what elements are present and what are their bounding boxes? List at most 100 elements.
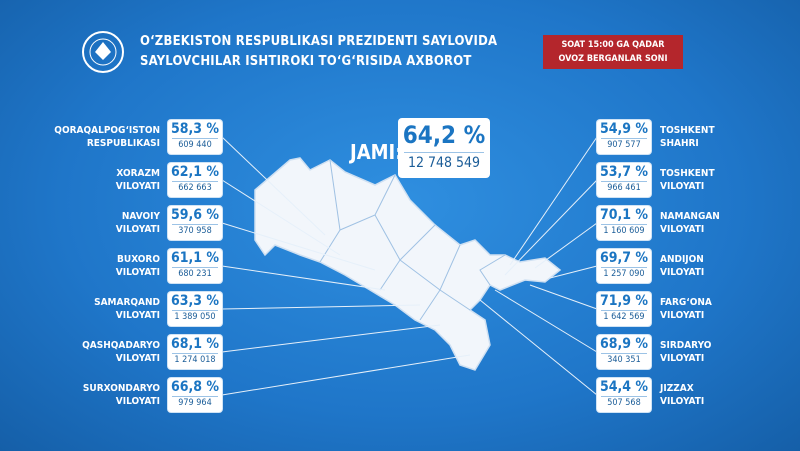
region-count: 979 964 [172, 396, 218, 409]
region-count: 340 351 [601, 353, 647, 366]
region-name-line: RESPUBLIKASI [86, 138, 160, 149]
region-name-line: QORAQALPOG‘ISTON [54, 125, 160, 136]
emblem [82, 31, 124, 73]
region-percent: 63,3 % [170, 293, 220, 309]
region-count: 609 440 [172, 138, 218, 151]
title-line: O‘ZBEKISTON RESPUBLIKASI PREZIDENTI SAYL… [140, 34, 498, 49]
region-name: SAMARQAND VILOYATI [10, 296, 160, 322]
region-name-line: VILOYATI [115, 310, 160, 321]
region-percent: 61,1 % [170, 250, 220, 266]
region-box: 62,1 % 662 663 [168, 163, 222, 197]
region-name-line: TOSHKENT [660, 168, 715, 179]
region-count: 907 577 [601, 138, 647, 151]
leader-line [221, 136, 326, 236]
region-name-line: ANDIJON [660, 254, 704, 265]
region-box: 68,9 % 340 351 [597, 335, 651, 369]
badge-line: OVOZ BERGANLAR SONI [558, 54, 668, 64]
region-name: NAVOIY VILOYATI [10, 210, 160, 236]
region-name-line: VILOYATI [660, 181, 705, 192]
region-count: 966 461 [601, 181, 647, 194]
region-name: FARG‘ONA VILOYATI [660, 296, 800, 322]
region-box: 53,7 % 966 461 [597, 163, 651, 197]
region-count: 1 389 050 [172, 310, 218, 323]
leader-line [479, 299, 598, 396]
total-percent: 64,2 % [402, 121, 486, 149]
region-name: SURXONDARYO VILOYATI [10, 382, 160, 408]
region-name-line: SIRDARYO [660, 340, 712, 351]
total-box: 64,2 % 12 748 549 [398, 118, 490, 178]
region-percent: 71,9 % [599, 293, 649, 309]
region-name-line: VILOYATI [115, 181, 160, 192]
region-name: QASHQADARYO VILOYATI [10, 339, 160, 365]
total-label: JAMI: [350, 140, 403, 164]
region-name-line: VILOYATI [660, 224, 705, 235]
region-percent: 58,3 % [170, 121, 220, 137]
leader-line [504, 179, 598, 276]
leader-line [221, 265, 386, 291]
leader-line [534, 222, 598, 269]
region-name: TOSHKENT VILOYATI [660, 167, 800, 193]
region-percent: 53,7 % [599, 164, 649, 180]
region-percent: 66,8 % [170, 379, 220, 395]
region-name-line: SURXONDARYO [82, 383, 160, 394]
region-name-line: BUXORO [117, 254, 160, 265]
region-box: 54,9 % 907 577 [597, 120, 651, 154]
region-percent: 68,9 % [599, 336, 649, 352]
region-name-line: VILOYATI [115, 353, 160, 364]
leader-line [221, 354, 471, 396]
total-count: 12 748 549 [404, 152, 484, 173]
region-box: 58,3 % 609 440 [168, 120, 222, 154]
map [254, 157, 562, 371]
region-name: QORAQALPOG‘ISTON RESPUBLIKASI [10, 124, 160, 150]
title: O‘ZBEKISTON RESPUBLIKASI PREZIDENTI SAYL… [140, 32, 497, 72]
region-name: ANDIJON VILOYATI [660, 253, 800, 279]
region-percent: 59,6 % [170, 207, 220, 223]
region-name-line: VILOYATI [115, 224, 160, 235]
leader-line [221, 179, 341, 256]
region-box: 71,9 % 1 642 569 [597, 292, 651, 326]
region-name-line: TOSHKENT [660, 125, 715, 136]
region-name-line: JIZZAX [660, 383, 694, 394]
region-name: SIRDARYO VILOYATI [660, 339, 800, 365]
region-name: JIZZAX VILOYATI [660, 382, 800, 408]
region-borders [319, 159, 506, 321]
region-name-line: VILOYATI [660, 353, 705, 364]
leader-line [494, 289, 598, 353]
region-count: 1 160 609 [601, 224, 647, 237]
title-line: SAYLOVCHILAR ISHTIROKI TO‘G‘RISIDA AXBOR… [140, 54, 472, 69]
leader-line [221, 324, 441, 353]
region-count: 1 257 090 [601, 267, 647, 280]
region-percent: 70,1 % [599, 207, 649, 223]
region-percent: 54,4 % [599, 379, 649, 395]
region-name-line: VILOYATI [660, 267, 705, 278]
region-name-line: VILOYATI [660, 396, 705, 407]
region-count: 1 274 018 [172, 353, 218, 366]
region-box: 66,8 % 979 964 [168, 378, 222, 412]
region-name: TOSHKENT SHAHRI [660, 124, 800, 150]
region-count: 507 568 [601, 396, 647, 409]
leader-line [221, 222, 376, 271]
region-box: 68,1 % 1 274 018 [168, 335, 222, 369]
region-name-line: SHAHRI [660, 138, 699, 149]
region-box: 63,3 % 1 389 050 [168, 292, 222, 326]
region-name: BUXORO VILOYATI [10, 253, 160, 279]
leader-line [549, 265, 598, 279]
region-percent: 69,7 % [599, 250, 649, 266]
region-name-line: XORAZM [116, 168, 160, 179]
region-count: 680 231 [172, 267, 218, 280]
region-name: NAMANGAN VILOYATI [660, 210, 800, 236]
leader-line [509, 136, 598, 266]
region-name-line: VILOYATI [115, 267, 160, 278]
leader-line [221, 304, 421, 310]
region-name-line: QASHQADARYO [82, 340, 160, 351]
region-name-line: NAMANGAN [660, 211, 720, 222]
region-name-line: NAVOIY [121, 211, 160, 222]
region-name-line: VILOYATI [115, 396, 160, 407]
time-badge: SOAT 15:00 GA QADAR OVOZ BERGANLAR SONI [543, 35, 683, 69]
region-name: XORAZM VILOYATI [10, 167, 160, 193]
region-percent: 54,9 % [599, 121, 649, 137]
region-count: 662 663 [172, 181, 218, 194]
region-box: 70,1 % 1 160 609 [597, 206, 651, 240]
